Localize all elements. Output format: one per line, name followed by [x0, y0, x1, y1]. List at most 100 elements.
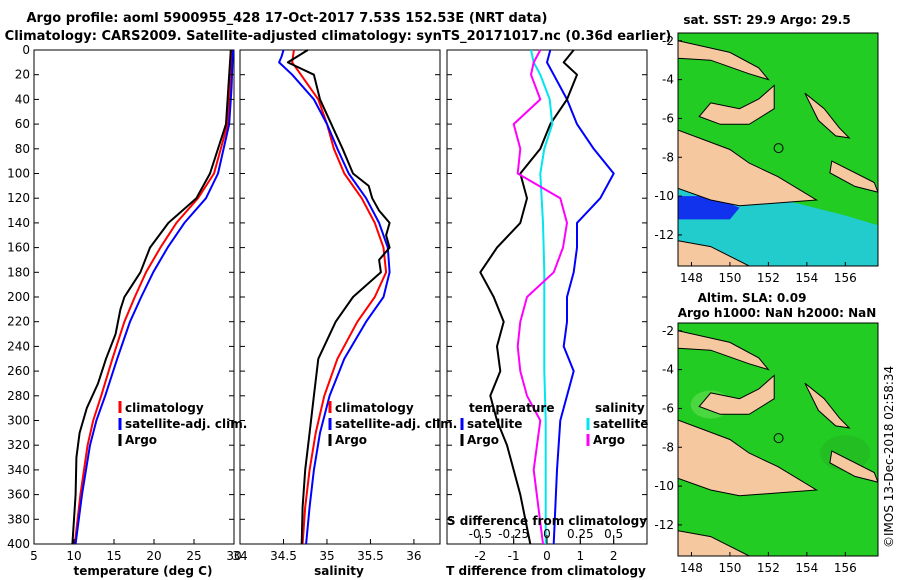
depth-tick-label: 260 — [7, 364, 30, 378]
depth-tick-label: 160 — [7, 241, 30, 255]
salinity-series-climatology — [291, 49, 388, 545]
depth-tick-label: 240 — [7, 339, 30, 353]
temperature-xtick-label: 20 — [146, 549, 161, 563]
difference-panel: -2 -1 0 1 2 -0.5 -0.25 0 0.25 0.5 S difference f… — [446, 49, 648, 578]
map-lon-tick-label: 152 — [757, 561, 780, 575]
depth-tick-label: 300 — [7, 414, 30, 428]
legend-s-satellite: satellite — [593, 417, 648, 431]
depth-tick-label: 380 — [7, 512, 30, 526]
depth-tick-label: 20 — [15, 68, 30, 82]
legend-climatology: climatology — [335, 401, 414, 415]
salinity-series-argo — [286, 49, 391, 545]
difference-series-s-satellite — [530, 49, 554, 544]
argo-location-marker — [773, 143, 784, 154]
map-lat-tick-label: -4 — [662, 363, 674, 377]
map-land — [678, 240, 750, 266]
s-difference-label: S difference from climatology — [447, 514, 647, 528]
depth-tick-label: 0 — [22, 43, 30, 57]
map-lat-tick-label: -2 — [662, 34, 674, 48]
salinity-legend: climatology satellite-adj. clim. Argo — [328, 401, 457, 447]
depth-tick-label: 60 — [15, 117, 30, 131]
sst-map: 148 150 152 154 156 -2 -4 -6 -8 -10 -12 — [654, 32, 879, 285]
sst-map-title: sat. SST: 29.9 Argo: 29.5 — [683, 13, 850, 27]
depth-tick-label: 220 — [7, 315, 30, 329]
difference-xtick-label: 1 — [577, 549, 585, 563]
depth-tick-label: 40 — [15, 92, 30, 106]
difference-series-t-argo — [479, 49, 578, 545]
depth-tick-label: 360 — [7, 488, 30, 502]
depth-tick-label: 200 — [7, 290, 30, 304]
depth-tick-label: 100 — [7, 167, 30, 181]
difference-xtick-label: -1 — [508, 549, 520, 563]
map-lat-tick-label: -2 — [662, 324, 674, 338]
title-line1: Argo profile: aoml 5900955_428 17-Oct-20… — [27, 11, 548, 26]
map-lat-tick-label: -12 — [654, 228, 674, 242]
temperature-xtick-label: 25 — [186, 549, 201, 563]
legend-temperature-header: temperature — [469, 401, 554, 415]
depth-tick-label: 320 — [7, 438, 30, 452]
legend-salinity-header: salinity — [595, 401, 645, 415]
temperature-xtick-label: 30 — [226, 549, 241, 563]
legend-t-argo: Argo — [467, 433, 499, 447]
s-difference-tick-label: 0 — [543, 527, 551, 541]
map-lon-tick-label: 150 — [718, 271, 741, 285]
temperature-series-climatology — [73, 49, 234, 545]
title-line2: Climatology: CARS2009. Satellite-adjuste… — [5, 29, 672, 44]
temperature-xtick-label: 5 — [30, 549, 38, 563]
depth-tick-label: 280 — [7, 389, 30, 403]
imos-credit: ©IMOS 13-Dec-2018 02:58:34 — [882, 366, 896, 548]
depth-tick-label: 340 — [7, 463, 30, 477]
argo-location-marker — [773, 433, 784, 444]
legend-satellite: satellite-adj. clim. — [125, 417, 247, 431]
difference-xtick-label: 2 — [610, 549, 618, 563]
map-lon-tick-label: 156 — [834, 271, 857, 285]
salinity-xlabel: salinity — [314, 564, 364, 578]
map-lat-tick-label: -8 — [662, 440, 674, 454]
map-land — [804, 382, 851, 429]
salinity-series-satellite — [278, 49, 391, 545]
salinity-panel: 34 34.5 35 35.5 36 salinity climatology sate… — [232, 49, 457, 578]
sla-map-title-line2: Argo h1000: NaN h2000: NaN — [678, 306, 877, 320]
map-lat-tick-label: -4 — [662, 73, 674, 87]
temperature-series-argo — [71, 49, 232, 545]
map-lon-tick-label: 152 — [757, 271, 780, 285]
map-land — [804, 92, 851, 139]
t-difference-xlabel: T difference from climatology — [446, 564, 646, 578]
temperature-xtick-label: 15 — [106, 549, 121, 563]
temperature-legend: climatology satellite-adj. clim. Argo — [118, 401, 247, 447]
depth-tick-label: 140 — [7, 216, 30, 230]
difference-series-t-satellite — [546, 49, 615, 545]
difference-plot-frame — [446, 49, 648, 545]
map-frame — [677, 322, 879, 557]
legend-argo: Argo — [335, 433, 367, 447]
map-land — [678, 419, 819, 497]
s-difference-tick-label: -0.25 — [498, 527, 529, 541]
map-land — [698, 374, 775, 415]
s-difference-tick-label: 0.5 — [604, 527, 623, 541]
difference-legend: temperature satellite Argo salinity sate… — [460, 401, 648, 447]
difference-xtick-label: 0 — [543, 549, 551, 563]
depth-tick-label: 400 — [7, 537, 30, 551]
map-land — [678, 40, 770, 81]
s-difference-tick-label: -0.5 — [469, 527, 492, 541]
map-lon-tick-label: 154 — [795, 271, 818, 285]
map-land — [829, 160, 878, 193]
map-land — [829, 450, 878, 483]
depth-tick-label: 180 — [7, 265, 30, 279]
map-lon-tick-label: 156 — [834, 561, 857, 575]
map-land — [678, 530, 750, 556]
salinity-xtick-label: 34.5 — [270, 549, 297, 563]
salinity-xtick-label: 35.5 — [357, 549, 384, 563]
legend-satellite: satellite-adj. clim. — [335, 417, 457, 431]
map-lon-tick-label: 150 — [718, 561, 741, 575]
map-lon-tick-label: 148 — [680, 561, 703, 575]
s-difference-tick-label: 0.25 — [567, 527, 594, 541]
temperature-xtick-label: 10 — [66, 549, 81, 563]
difference-series-s-argo — [512, 49, 568, 545]
salinity-xtick-label: 36 — [406, 549, 421, 563]
map-lat-tick-label: -12 — [654, 518, 674, 532]
salinity-xtick-label: 34 — [232, 549, 247, 563]
map-lat-tick-label: -6 — [662, 111, 674, 125]
map-lon-tick-label: 148 — [680, 271, 703, 285]
